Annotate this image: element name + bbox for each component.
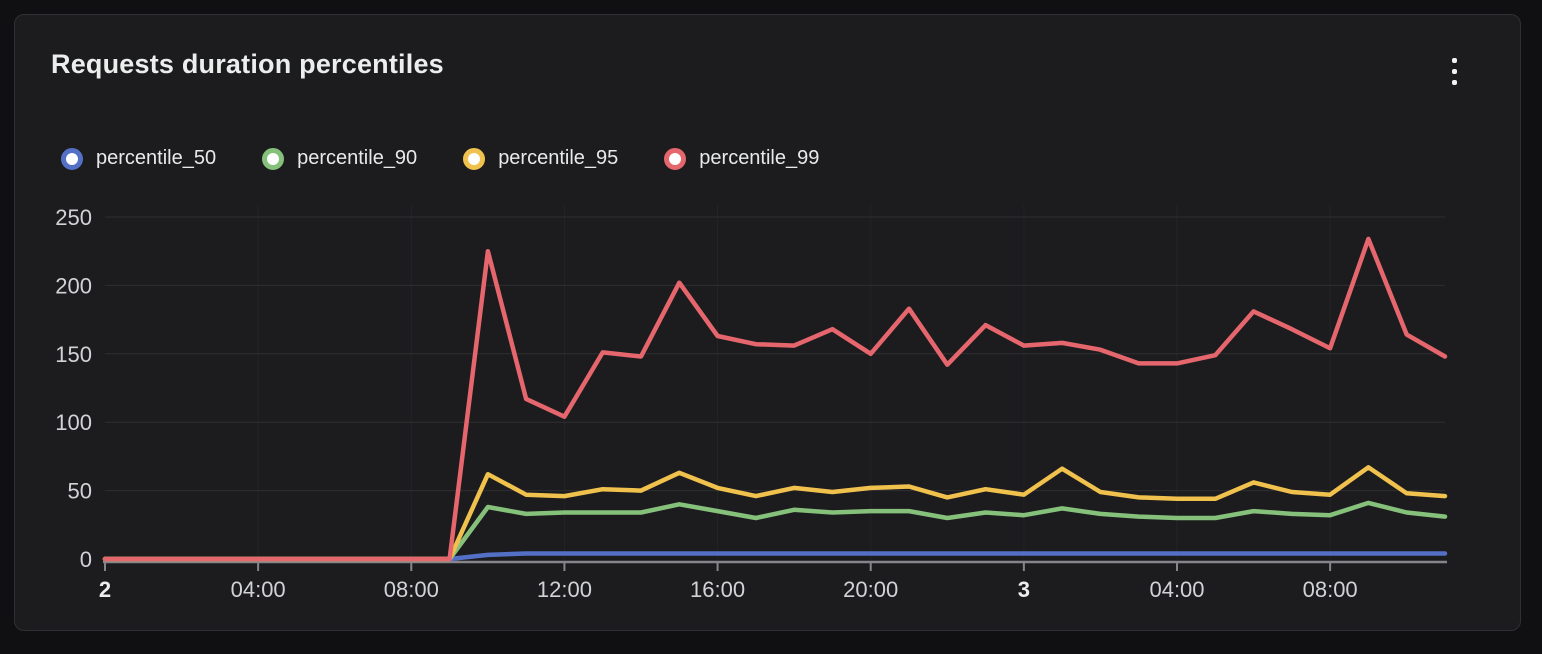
- kebab-menu-icon[interactable]: [1439, 51, 1469, 91]
- legend-marker-circle-icon: [463, 147, 486, 170]
- y-axis-tick-label: 250: [55, 205, 92, 230]
- legend-label: percentile_90: [297, 147, 418, 169]
- legend-label: percentile_99: [699, 147, 820, 169]
- y-axis-tick-label: 150: [55, 342, 92, 367]
- kebab-dot: [1451, 79, 1457, 85]
- legend-item-percentile-99[interactable]: percentile_99: [664, 147, 819, 170]
- legend-marker-circle-icon: [664, 147, 687, 170]
- kebab-dot: [1451, 68, 1457, 74]
- y-axis-tick-label: 200: [55, 273, 92, 298]
- legend-label: percentile_50: [96, 147, 217, 169]
- legend-item-percentile-95[interactable]: percentile_95: [463, 147, 618, 170]
- legend-item-percentile-50[interactable]: percentile_50: [61, 147, 216, 170]
- chart-panel: Requests duration percentiles percentile…: [14, 14, 1521, 631]
- series-line-percentile_90[interactable]: [102, 500, 1448, 562]
- x-axis-tick-label: 04:00: [231, 577, 286, 602]
- x-axis-tick-label: 3: [1018, 577, 1030, 602]
- panel-title: Requests duration percentiles: [51, 49, 444, 79]
- x-axis-tick-label: 2: [99, 577, 111, 602]
- legend-label: percentile_95: [498, 147, 619, 169]
- x-axis-tick-label: 16:00: [690, 577, 745, 602]
- x-axis-tick-label: 04:00: [1149, 577, 1204, 602]
- kebab-dot: [1451, 57, 1457, 63]
- x-axis-tick-label: 08:00: [1303, 577, 1358, 602]
- legend-marker-circle-icon: [61, 147, 83, 170]
- x-axis-tick-label: 08:00: [384, 577, 439, 602]
- legend-marker-circle-icon: [262, 147, 285, 170]
- x-axis-tick-label: 20:00: [843, 577, 898, 602]
- y-axis-tick-label: 100: [55, 410, 92, 435]
- x-axis-tick-label: 12:00: [537, 577, 592, 602]
- series-line-percentile_99[interactable]: [102, 236, 1448, 562]
- y-axis-tick-label: 50: [68, 479, 92, 504]
- y-axis-tick-label: 0: [80, 547, 92, 572]
- chart-legend: percentile_50 percentile_90 percentile_9…: [61, 147, 819, 170]
- legend-item-percentile-90[interactable]: percentile_90: [262, 147, 417, 170]
